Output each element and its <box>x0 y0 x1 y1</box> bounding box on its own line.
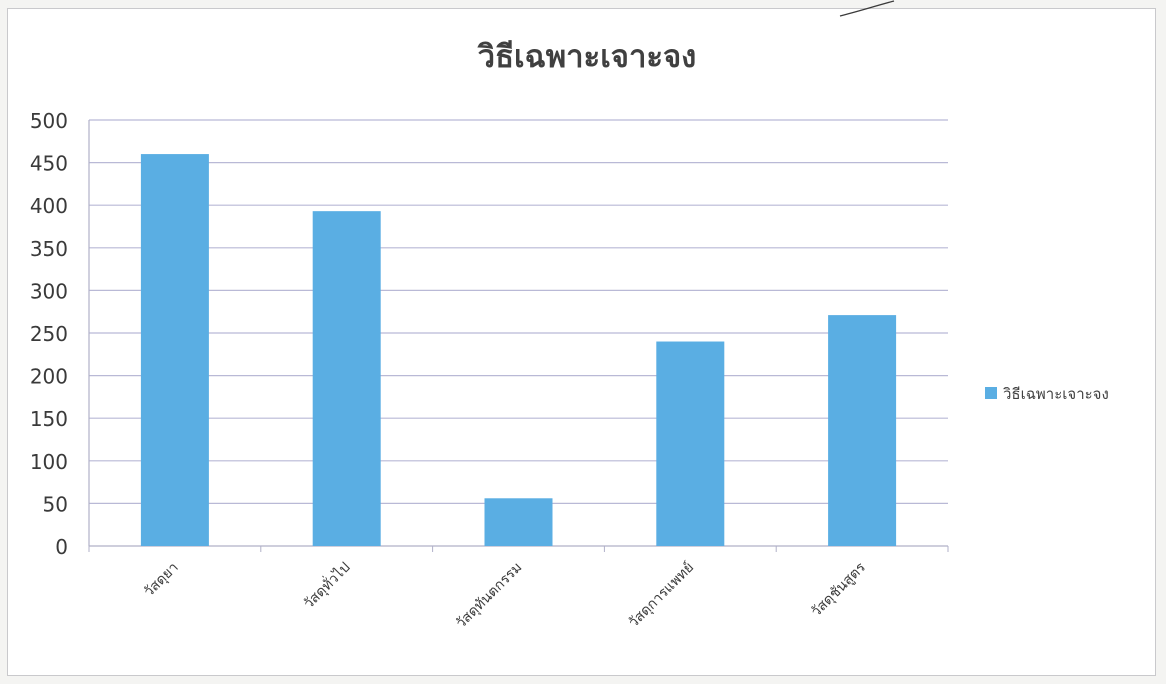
bar <box>656 341 725 546</box>
y-tick-label: 150 <box>30 407 68 431</box>
legend: วิธีเฉพาะเจาะจง <box>985 385 1109 403</box>
bar-chart: วิธีเฉพาะเจาะจง 0 50 100 150 200 250 300 350 400… <box>30 39 1109 632</box>
y-tick-label: 400 <box>30 194 68 218</box>
y-tick-label: 200 <box>30 365 68 389</box>
y-tick-label: 350 <box>30 237 68 261</box>
chart-title: วิธีเฉพาะเจาะจง <box>477 39 696 75</box>
x-tick-label: วัสดุชันสูตร <box>808 559 869 620</box>
x-tick-label: วัสดุทั่วไป <box>299 558 353 612</box>
y-tick-label: 300 <box>30 279 68 303</box>
bar <box>484 498 553 546</box>
y-tick-label: 0 <box>55 535 68 559</box>
y-tick-label: 500 <box>30 109 68 133</box>
legend-swatch <box>985 387 997 399</box>
bar <box>140 154 209 546</box>
y-tick-label: 450 <box>30 152 68 176</box>
x-axis-tick-labels: วัสดุยา วัสดุทั่วไป วัสดุทันตกรรม วัสดุการแ… <box>141 558 869 632</box>
gridlines <box>89 119 948 504</box>
x-tick-label: วัสดุการแพทย์ <box>625 559 697 631</box>
x-tick-label: วัสดุทันตกรรม <box>453 560 525 632</box>
legend-label: วิธีเฉพาะเจาะจง <box>1002 385 1108 403</box>
axes <box>88 120 949 552</box>
bar <box>828 315 897 546</box>
x-tick-label: วัสดุยา <box>141 560 182 601</box>
y-axis-tick-labels: 0 50 100 150 200 250 300 350 400 450 500 <box>30 109 68 559</box>
y-tick-label: 250 <box>30 322 68 346</box>
y-tick-label: 50 <box>43 492 68 516</box>
bars <box>140 154 897 546</box>
y-tick-label: 100 <box>30 450 68 474</box>
bar <box>312 211 381 546</box>
chart-frame: วิธีเฉพาะเจาะจง 0 50 100 150 200 250 300 350 400… <box>7 8 1156 676</box>
